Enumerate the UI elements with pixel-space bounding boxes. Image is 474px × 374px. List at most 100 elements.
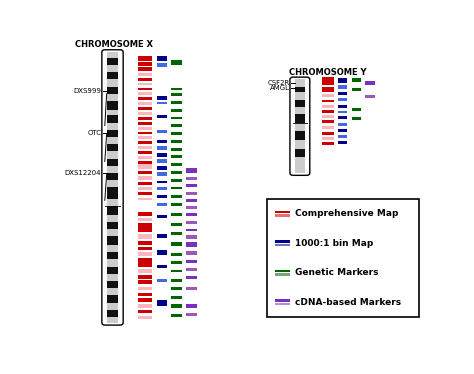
FancyBboxPatch shape [290,77,310,175]
Bar [322,120,334,123]
Bar [107,151,118,159]
Bar [186,260,197,263]
Bar [107,137,118,144]
Bar [186,242,197,247]
Bar [138,226,152,232]
Bar [156,56,167,61]
Bar [107,303,118,310]
Bar [138,132,152,134]
Bar [156,215,167,218]
Bar [107,65,118,72]
Bar [156,181,167,183]
Bar [138,122,152,125]
Bar [352,108,361,111]
Bar [171,213,182,216]
Bar [171,156,182,158]
Bar [138,62,152,66]
Bar [107,101,118,110]
Bar [107,274,118,281]
Bar [322,110,334,113]
Bar [156,130,167,133]
Bar [295,92,305,99]
Bar [138,182,152,185]
Text: OTC: OTC [87,130,101,136]
Bar [138,107,152,110]
Bar [295,87,305,92]
Bar [156,300,167,306]
Bar [107,79,118,87]
Bar [295,131,305,140]
Bar [171,171,182,174]
Bar [107,245,118,252]
Bar [171,279,182,282]
Bar [107,267,118,274]
Bar [338,85,347,89]
Bar [138,73,152,76]
Bar [171,163,182,166]
Bar [138,280,152,285]
Bar [138,56,152,61]
Bar [156,159,167,163]
Bar [186,192,197,194]
Bar [156,194,167,198]
Bar [138,102,152,105]
Bar [138,287,152,290]
Bar [138,161,152,164]
Bar [338,129,347,132]
Bar [295,157,305,166]
Text: cDNA-based Markers: cDNA-based Markers [295,298,401,307]
Bar [295,166,305,173]
Bar [275,240,290,242]
Bar [171,93,182,96]
Bar [156,96,167,99]
Bar [107,288,118,295]
Bar [138,88,152,91]
Bar [171,314,182,317]
Bar [171,270,182,272]
Bar [322,142,334,145]
Bar [138,112,152,115]
Bar [171,187,182,190]
Bar [338,123,347,126]
Bar [171,179,182,182]
Bar [107,229,118,236]
Bar [138,261,152,267]
Bar [171,223,182,226]
Bar [138,275,152,279]
Bar [138,164,152,169]
Bar [107,58,118,65]
Text: DXS12204: DXS12204 [64,170,101,176]
Bar [107,87,118,94]
Bar [138,141,152,144]
Bar [138,269,152,273]
Bar [171,132,182,135]
Bar [107,317,118,323]
Bar [338,92,347,95]
Bar [156,251,167,255]
Bar [275,214,290,217]
Bar [186,268,197,271]
Bar [322,137,334,140]
Bar [322,87,334,92]
Bar [138,171,152,174]
Bar [138,92,152,95]
Bar [352,117,361,120]
Bar [107,130,118,137]
Bar [186,304,197,309]
Bar [171,117,182,119]
Bar [186,213,197,216]
Bar [156,172,167,177]
Bar [138,258,152,261]
Text: Genetic Markers: Genetic Markers [295,268,378,277]
Bar [107,281,118,288]
Bar [138,197,152,200]
Bar [338,105,347,108]
Bar [107,215,118,222]
Bar [138,247,152,250]
Bar [107,295,118,303]
Bar [156,102,167,104]
Bar [138,78,152,80]
Bar [267,199,419,317]
Bar [352,88,361,91]
Bar [138,310,152,313]
